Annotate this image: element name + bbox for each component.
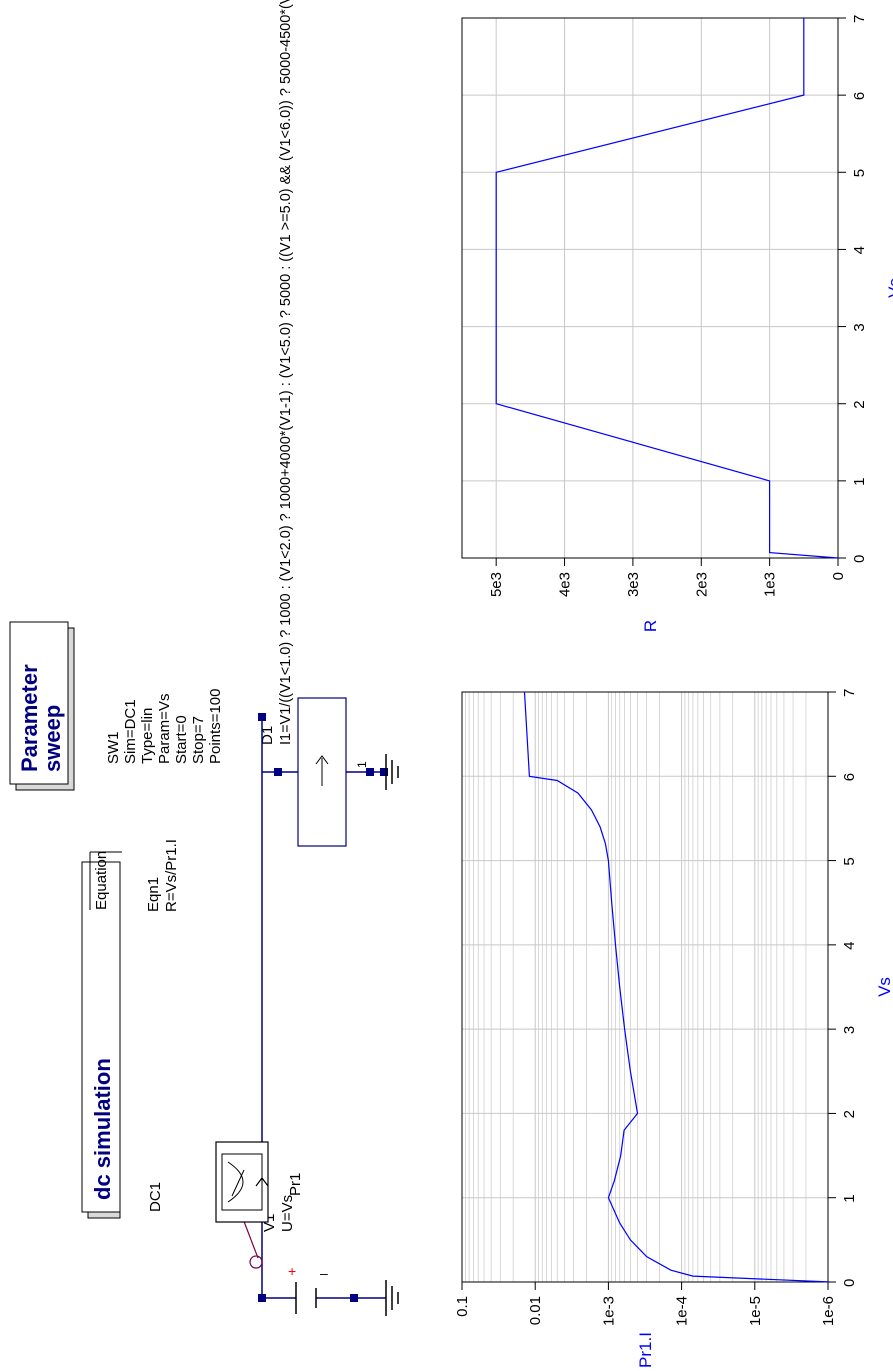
parameter-sweep-properties: SW1 Sim=DC1 Type=lin Param=Vs Start=0 Stop=7 P… (105, 689, 224, 764)
x-tick-label: 1 (851, 478, 868, 486)
y-tick-label: 5e3 (488, 572, 505, 597)
ground-symbol-right (385, 754, 399, 790)
y-axis-label: Pr1.I (636, 1332, 655, 1368)
parameter-sweep-title-1: Parameter (17, 664, 42, 772)
equation-block[interactable]: Equation (89, 851, 122, 910)
x-tick-label: 2 (851, 400, 868, 408)
x-tick-label: 7 (841, 689, 858, 697)
chart-current-log: 0 1 2 3 4 5 6 7 1e-6 1e-5 1e-4 1e-3 0.01 0.1 Vs Pr1.I (454, 689, 893, 1368)
x-tick-label: 3 (851, 323, 868, 331)
source-value: U=Vs (279, 1195, 296, 1232)
source-plus-sign: + (288, 1263, 296, 1279)
sweep-property: Start=0 (173, 715, 190, 764)
sweep-property: Stop=7 (190, 716, 207, 764)
x-tick-label: 1 (841, 1194, 858, 1202)
y-tick-label: 0 (830, 572, 847, 580)
y-tick-label: 1e-4 (674, 1296, 691, 1326)
x-tick-label: 5 (841, 857, 858, 865)
x-tick-label: 6 (851, 92, 868, 100)
ground-symbol-left (385, 1280, 399, 1316)
source-minus-sign: – (320, 1265, 328, 1281)
x-tick-label: 2 (841, 1110, 858, 1118)
equation-expression: R=Vs/Pr1.I (163, 839, 180, 912)
sweep-property: Param=Vs (156, 694, 173, 764)
series-line (523, 691, 829, 1283)
dc-simulation-block[interactable]: dc simulation (81, 861, 121, 1219)
y-tick-label: 4e3 (557, 572, 574, 597)
parameter-sweep-title-2: sweep (40, 705, 65, 772)
parameter-sweep-block[interactable]: Parameter sweep (9, 621, 75, 791)
x-tick-label: 3 (841, 1026, 858, 1034)
equation-name: Eqn1 (145, 877, 162, 912)
x-tick-label: 0 (841, 1279, 858, 1287)
equation-label: Equation (93, 851, 110, 910)
sweep-property: Points=100 (207, 689, 224, 764)
probe-name: Pr1 (287, 1173, 304, 1196)
plot-frame (461, 17, 839, 559)
device-pin-label: 1 (355, 761, 369, 768)
y-tick-label: 1e-3 (600, 1296, 617, 1326)
y-tick-label: 3e3 (625, 572, 642, 597)
x-tick-label: 7 (851, 15, 868, 23)
device-name: D1 (259, 726, 276, 745)
y-tick-label: 1e3 (762, 572, 779, 597)
y-tick-label: 2e3 (693, 572, 710, 597)
x-tick-label: 5 (851, 169, 868, 177)
voltage-source[interactable]: + – (288, 1263, 328, 1314)
x-axis-label: Vs (875, 977, 893, 997)
y-tick-label: 1e-6 (820, 1296, 837, 1326)
x-tick-label: 0 (851, 555, 868, 563)
x-tick-label: 4 (851, 246, 868, 254)
y-tick-label: 0.01 (527, 1296, 544, 1325)
dc-simulation-name: DC1 (147, 1182, 164, 1212)
device-expression: I1=V1/((V1<1.0) ? 1000 : (V1<2.0) ? 1000… (278, 0, 294, 745)
dc-simulation-title: dc simulation (90, 1058, 115, 1200)
chart-resistance: 0 1 2 3 4 5 6 7 0 1e3 2e3 3e3 4e3 5e3 Vs R (461, 15, 893, 632)
series-line (495, 18, 839, 559)
sweep-property: Sim=DC1 (122, 699, 139, 764)
sweep-property: SW1 (105, 731, 122, 764)
sweep-property: Type=lin (139, 708, 156, 764)
current-probe[interactable] (215, 1141, 269, 1223)
y-tick-label: 0.1 (454, 1296, 471, 1317)
x-tick-label: 4 (841, 942, 858, 950)
plot-frame (461, 691, 829, 1283)
x-axis-label: Vs (885, 278, 893, 298)
device-d1[interactable] (297, 697, 347, 847)
y-axis-label: R (641, 620, 660, 632)
y-tick-label: 1e-5 (747, 1296, 764, 1326)
x-tick-label: 6 (841, 773, 858, 781)
